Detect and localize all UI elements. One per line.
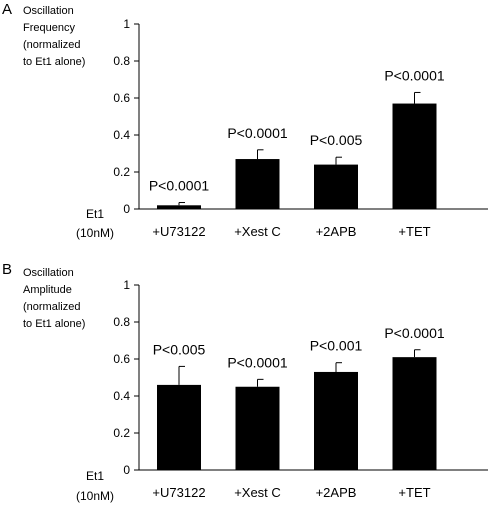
p-value-annotation: P<0.005 [310, 132, 363, 148]
x-category-labels: +U73122 +Xest C +2APB +TET [152, 485, 430, 500]
y-axis-title-line-4: to Et1 alone) [23, 56, 85, 68]
y-tick-label: 1 [123, 17, 130, 31]
p-value-annotation: P<0.0001 [227, 125, 288, 141]
bar [157, 384, 201, 470]
y-tick-label: 0.8 [113, 54, 130, 68]
row-label-line-2: (10nM) [76, 489, 114, 503]
row-label-line-2: (10nM) [76, 226, 114, 240]
p-value-annotation: P<0.0001 [384, 325, 445, 341]
y-tick-label: 0.4 [113, 389, 130, 403]
y-tick-label: 0.6 [113, 352, 130, 366]
x-category-label: +2APB [316, 485, 357, 500]
y-tick-label: 0.2 [113, 165, 130, 179]
p-value-annotation: P<0.005 [153, 341, 206, 357]
bars [157, 103, 437, 209]
bar [392, 357, 437, 470]
bar [392, 103, 437, 209]
y-tick-label: 0.2 [113, 426, 130, 440]
axes [134, 23, 488, 210]
row-label-line-1: Et1 [86, 207, 104, 221]
p-value-annotation: P<0.001 [310, 338, 363, 354]
error-bars [178, 349, 421, 387]
p-value-annotation: P<0.0001 [149, 178, 210, 194]
x-category-label: +U73122 [152, 224, 205, 239]
y-tick-label: 0 [123, 463, 130, 477]
y-tick-label: 0.8 [113, 315, 130, 329]
error-bars [178, 91, 421, 206]
y-tick-label: 0 [123, 202, 130, 216]
bar [235, 159, 280, 209]
bar [157, 205, 201, 209]
chart-panel-a: A Oscillation Frequency (normalized to E… [2, 1, 488, 240]
y-axis-title-line-3: (normalized [23, 301, 80, 313]
p-value-annotations: P<0.0001 P<0.0001 P<0.005 P<0.0001 [149, 67, 445, 193]
y-axis-title-line-2: Frequency [23, 22, 75, 34]
x-category-labels: +U73122 +Xest C +2APB +TET [152, 224, 430, 239]
bar [314, 164, 358, 209]
x-category-label: +Xest C [234, 224, 281, 239]
x-category-label: +2APB [316, 224, 357, 239]
y-axis-title-line-1: Oscillation [23, 5, 74, 17]
panel-label: B [2, 261, 12, 278]
y-axis-title-line-4: to Et1 alone) [23, 318, 85, 330]
bar [235, 386, 280, 470]
p-value-annotation: P<0.0001 [227, 354, 288, 370]
p-value-annotation: P<0.0001 [384, 67, 445, 83]
panel-label: A [2, 1, 12, 18]
p-value-annotations: P<0.005 P<0.0001 P<0.001 P<0.0001 [153, 325, 445, 371]
y-axis-title-line-2: Amplitude [23, 284, 72, 296]
x-category-label: +TET [398, 485, 430, 500]
y-tick-labels: 0 0.2 0.4 0.6 0.8 1 [113, 17, 130, 216]
y-axis-title-line-3: (normalized [23, 39, 80, 51]
row-label-line-1: Et1 [86, 469, 104, 483]
y-tick-labels: 0 0.2 0.4 0.6 0.8 1 [113, 278, 130, 477]
x-category-label: +U73122 [152, 485, 205, 500]
x-category-label: +Xest C [234, 485, 281, 500]
x-category-label: +TET [398, 224, 430, 239]
y-tick-label: 0.4 [113, 128, 130, 142]
y-tick-label: 0.6 [113, 91, 130, 105]
axes [134, 284, 488, 471]
chart-panel-b: B Oscillation Amplitude (normalized to E… [2, 261, 488, 503]
y-tick-label: 1 [123, 278, 130, 292]
bar [314, 371, 358, 470]
bars [157, 357, 437, 470]
y-axis-title-line-1: Oscillation [23, 267, 74, 279]
